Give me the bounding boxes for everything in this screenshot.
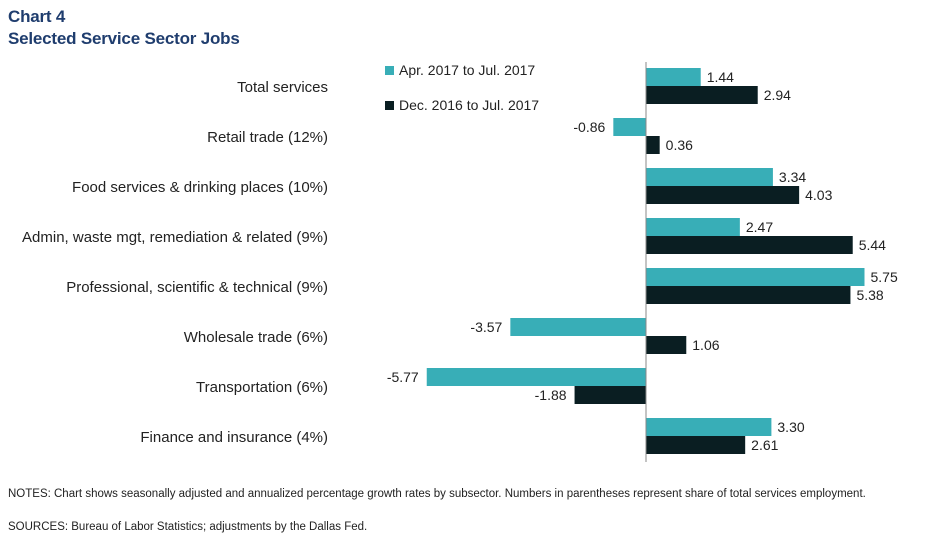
bar-series2 [646, 436, 746, 454]
title-block: Chart 4 Selected Service Sector Jobs [8, 6, 240, 50]
data-label: -0.86 [573, 119, 605, 135]
legend-swatch-series2 [385, 101, 394, 110]
bar-series1 [510, 318, 646, 336]
chart-number: Chart 4 [8, 7, 66, 26]
data-label: 4.03 [805, 187, 832, 203]
data-label: 0.36 [666, 137, 693, 153]
bar-series2 [574, 386, 646, 404]
category-label: Transportation (6%) [196, 379, 328, 396]
bar-series2 [646, 286, 851, 304]
bar-series2 [646, 336, 687, 354]
bar-series2 [646, 86, 758, 104]
category-label: Finance and insurance (4%) [140, 429, 328, 446]
bar-series1 [426, 368, 646, 386]
data-label: 1.44 [707, 69, 734, 85]
data-label: 5.75 [871, 269, 898, 285]
category-label: Professional, scientific & technical (9%… [66, 279, 328, 296]
sources-text: SOURCES: Bureau of Labor Statistics; adj… [8, 521, 368, 533]
bar-series2 [646, 186, 800, 204]
data-label: -5.77 [387, 369, 419, 385]
category-label: Wholesale trade (6%) [184, 329, 328, 346]
data-label: 2.61 [751, 437, 778, 453]
data-label: 5.44 [859, 237, 886, 253]
bar-series1 [646, 68, 701, 86]
legend-label-series1: Apr. 2017 to Jul. 2017 [399, 62, 535, 78]
category-label: Retail trade (12%) [207, 129, 328, 146]
data-label: 2.94 [764, 87, 791, 103]
bar-series1 [613, 118, 646, 136]
bar-series1 [646, 268, 865, 286]
category-label: Admin, waste mgt, remediation & related … [22, 229, 328, 246]
data-label: 1.06 [692, 337, 719, 353]
legend-swatch-series1 [385, 66, 394, 75]
bar-series1 [646, 218, 740, 236]
legend-label-series2: Dec. 2016 to Jul. 2017 [399, 97, 539, 113]
data-label: 2.47 [746, 219, 773, 235]
data-label: -1.88 [535, 387, 567, 403]
bar-series1 [646, 168, 773, 186]
category-label: Food services & drinking places (10%) [72, 179, 328, 196]
chart-title: Selected Service Sector Jobs [8, 29, 240, 48]
data-label: 3.34 [779, 169, 806, 185]
category-label: Total services [237, 79, 328, 96]
data-label: 5.38 [856, 287, 883, 303]
bar-series2 [646, 136, 660, 154]
bar-series1 [646, 418, 772, 436]
bar-series2 [646, 236, 853, 254]
data-label: -3.57 [470, 319, 502, 335]
notes-text: NOTES: Chart shows seasonally adjusted a… [8, 488, 866, 500]
data-label: 3.30 [777, 419, 804, 435]
bar-chart: Total services 1.44 2.94 Retail trade (12%)… [22, 62, 898, 462]
